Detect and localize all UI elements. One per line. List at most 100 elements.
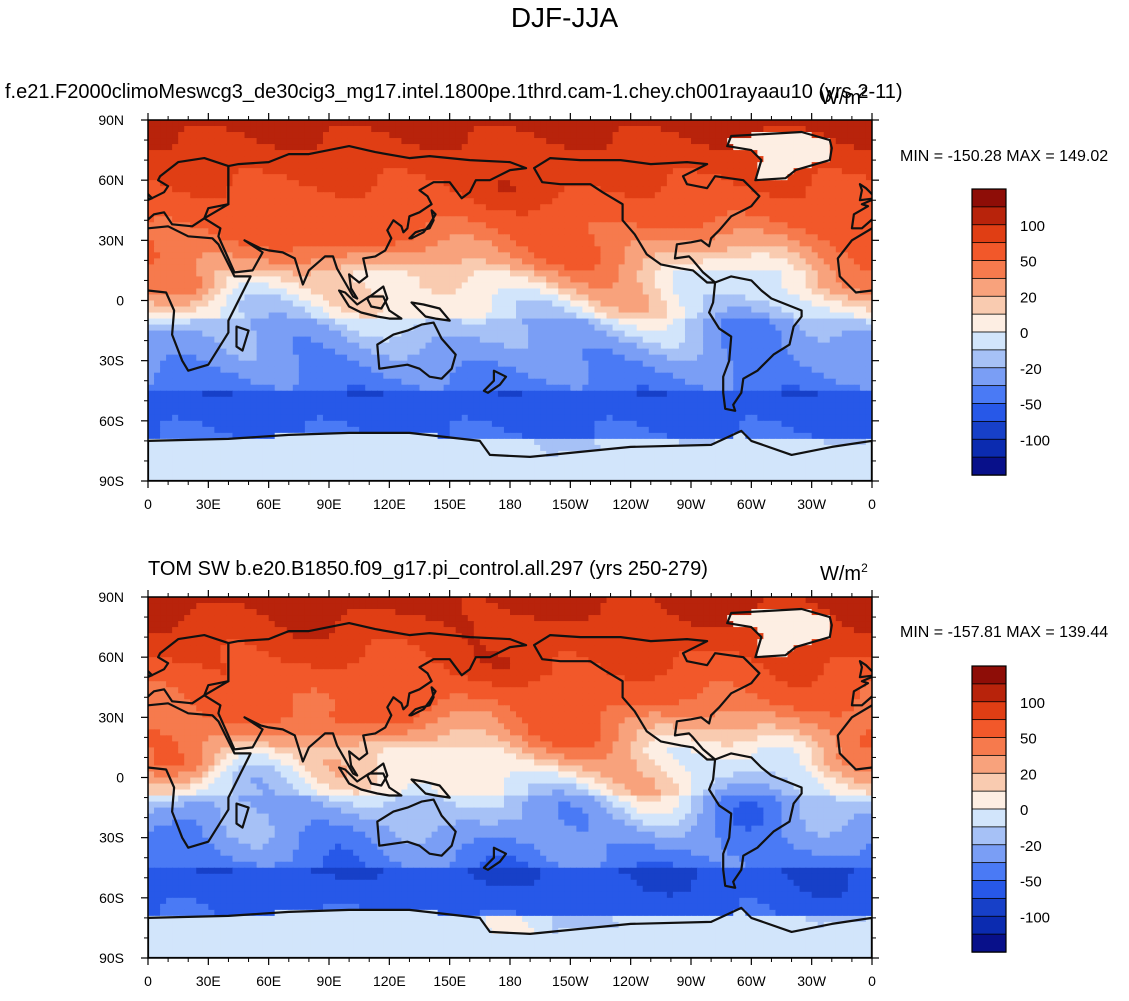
field-cell — [148, 138, 155, 145]
field-cell — [576, 354, 583, 362]
field-cell — [449, 282, 457, 290]
field-cell — [787, 288, 795, 296]
field-cell — [546, 162, 553, 169]
field-cell — [859, 156, 867, 163]
field-cell — [715, 180, 722, 187]
field-cell — [865, 264, 872, 272]
field-cell — [497, 366, 505, 374]
field-cell — [588, 174, 596, 181]
field-cell — [407, 120, 415, 127]
field-cell — [654, 222, 662, 229]
field-cell — [347, 228, 354, 235]
field-cell — [793, 240, 801, 247]
field-cell — [196, 150, 203, 157]
field-cell — [316, 240, 324, 247]
field-cell — [763, 168, 771, 175]
field-cell — [401, 234, 409, 241]
field-cell — [479, 348, 487, 356]
field-cell — [467, 360, 475, 368]
field-cell — [166, 144, 173, 151]
field-cell — [835, 138, 843, 145]
field-cell — [847, 246, 855, 253]
field-cell — [534, 204, 541, 211]
field-cell — [510, 168, 517, 175]
field-cell — [612, 306, 620, 314]
field-cell — [684, 210, 692, 217]
field-cell — [703, 180, 710, 187]
field-cell — [606, 204, 614, 211]
field-cell — [190, 138, 197, 145]
field-cell — [292, 138, 300, 145]
field-cell — [479, 126, 487, 133]
field-cell — [461, 300, 469, 308]
field-cell — [353, 126, 360, 133]
field-cell — [322, 288, 330, 296]
field-cell — [516, 156, 523, 163]
field-cell — [419, 240, 427, 247]
field-cell — [739, 138, 746, 145]
field-cell — [262, 306, 270, 314]
field-cell — [763, 198, 771, 205]
field-cell — [190, 210, 197, 217]
field-cell — [660, 150, 668, 157]
field-cell — [202, 282, 209, 290]
field-cell — [449, 300, 457, 308]
field-cell — [588, 192, 596, 199]
field-cell — [654, 246, 662, 253]
field-cell — [274, 132, 282, 139]
field-cell — [624, 282, 632, 290]
field-cell — [322, 120, 330, 127]
field-cell — [365, 360, 372, 368]
field-cell — [678, 168, 686, 175]
field-cell — [799, 162, 807, 169]
field-cell — [479, 294, 487, 302]
field-cell — [823, 186, 831, 193]
field-cell — [473, 246, 481, 253]
field-cell — [835, 222, 843, 229]
field-cell — [636, 282, 644, 290]
field-cell — [775, 312, 783, 320]
field-cell — [425, 318, 433, 326]
field-cell — [546, 174, 553, 181]
field-cell — [763, 192, 771, 199]
field-cell — [298, 198, 306, 205]
field-cell — [853, 360, 861, 368]
field-cell — [558, 144, 565, 151]
field-cell — [787, 360, 795, 368]
field-cell — [835, 168, 843, 175]
field-cell — [811, 342, 819, 350]
field-cell — [304, 240, 312, 247]
field-cell — [624, 120, 632, 127]
field-cell — [522, 240, 529, 247]
field-cell — [473, 294, 481, 302]
field-cell — [280, 354, 288, 362]
field-cell — [184, 348, 191, 356]
field-cell — [576, 270, 583, 278]
field-cell — [642, 204, 650, 211]
field-cell — [781, 216, 789, 223]
field-cell — [148, 336, 155, 344]
field-cell — [721, 324, 728, 332]
field-cell — [322, 306, 330, 314]
field-cell — [371, 126, 378, 133]
field-cell — [196, 186, 203, 193]
field-cell — [588, 336, 596, 344]
field-cell — [769, 210, 777, 217]
field-cell — [787, 294, 795, 302]
field-cell — [353, 258, 360, 265]
field-cell — [467, 240, 475, 247]
field-cell — [853, 156, 861, 163]
field-cell — [763, 138, 771, 145]
field-cell — [859, 138, 867, 145]
field-cell — [853, 270, 861, 278]
field-cell — [497, 252, 505, 259]
field-cell — [594, 168, 602, 175]
field-cell — [359, 222, 366, 229]
field-cell — [497, 348, 505, 356]
field-cell — [733, 234, 740, 241]
field-cell — [811, 270, 819, 278]
field-cell — [552, 288, 559, 296]
field-cell — [660, 342, 668, 350]
field-cell — [166, 246, 173, 253]
field-cell — [365, 246, 372, 253]
